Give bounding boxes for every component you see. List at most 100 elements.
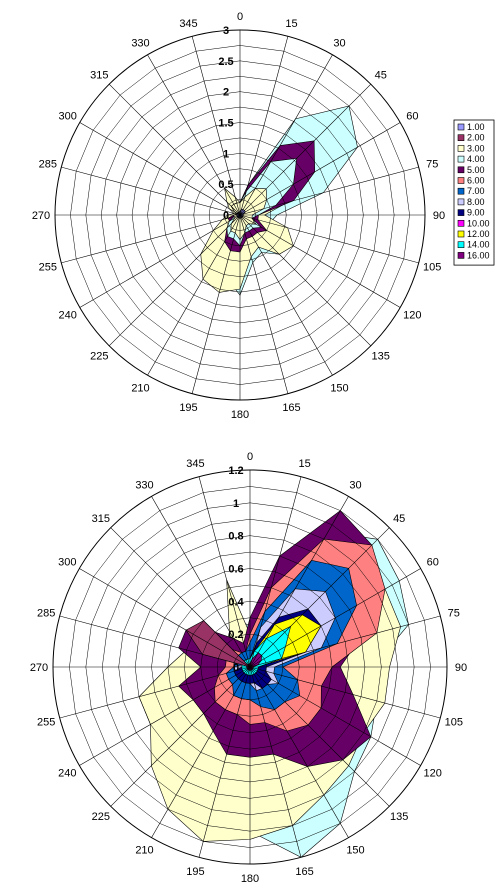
grid-spoke [249,527,390,668]
grid-spoke [79,122,241,216]
grid-spoke [249,568,421,668]
grid-spoke [191,36,241,216]
grid-spoke [239,214,333,376]
grid-spoke [249,496,349,668]
angle-tick-label: 240 [58,310,76,322]
angle-tick-label: 225 [92,811,110,823]
grid-spoke [110,666,251,807]
legend-label: 14.00 [467,240,490,250]
radial-tick-label: 0.5 [218,179,233,191]
legend-swatch [457,198,465,206]
legend-box [453,119,495,266]
angle-tick-label: 165 [282,402,300,414]
angle-tick-label: 180 [241,873,259,885]
legend-label: 8.00 [467,197,485,207]
angle-tick-label: 105 [445,717,463,729]
legend-swatch [457,220,465,227]
grid-spoke [151,666,251,838]
angle-tick-label: 90 [433,210,445,222]
legend-swatch [457,145,465,152]
angle-tick-label: 60 [406,111,418,123]
radial-tick-label: 0 [233,662,239,674]
angle-tick-label: 285 [37,607,55,619]
angle-tick-label: 60 [427,557,439,569]
radar-chart-top: 0153045607590105120135150165180195210225… [32,11,445,421]
angle-tick-label: 15 [285,18,297,30]
grid-spoke [239,214,401,308]
angle-tick-label: 300 [58,111,76,123]
radial-tick-label: 0.6 [228,564,243,576]
angle-tick-label: 195 [179,402,197,414]
legend-label: 12.00 [467,229,490,239]
legend-label: 2.00 [467,133,485,143]
radar-chart-bottom: 0 15 30 45 60 75 90 105 120 135 150 165 180 195 210 225… [30,451,467,885]
legend-swatch [457,209,465,216]
grid-spoke [151,496,251,668]
legend-label: 9.00 [467,208,485,218]
legend-label: 4.00 [467,154,485,164]
legend-swatch [457,155,465,163]
legend-label: 16.00 [467,250,490,260]
grid-spoke [147,54,241,216]
grid-spoke [239,122,401,216]
radial-tick-label: 0.8 [228,531,243,543]
legend-swatch [457,187,465,195]
angle-tick-label: 225 [90,351,108,363]
legend-swatch [457,177,465,184]
legend-swatch [457,241,465,248]
angle-tick-label: 105 [423,262,441,274]
angle-tick-label: 180 [231,409,249,421]
angle-tick-label: 255 [37,717,55,729]
radial-tick-label: 3 [223,25,229,37]
angle-tick-label: 135 [372,351,390,363]
grid-spoke [249,666,421,766]
angle-tick-label: 45 [375,69,387,81]
grid-spoke [239,214,372,347]
angle-tick-label: 240 [58,768,76,780]
angle-tick-label: 45 [393,513,405,525]
radial-tick-label: 1.5 [218,118,233,130]
grid-spoke [79,666,251,766]
angle-tick-label: 135 [390,811,408,823]
radial-tick-label: 0.2 [228,629,243,641]
angle-tick-label: 90 [455,662,467,674]
legend-label: 10.00 [467,218,490,228]
grid-spoke [59,666,251,719]
grid-spoke [249,666,390,807]
grid-spoke [110,527,251,668]
grid-spoke [79,568,251,668]
grid-spoke [239,54,333,216]
grid-spoke [239,214,419,264]
angle-tick-label: 330 [135,479,153,491]
angle-tick-label: 75 [448,607,460,619]
legend-swatch [457,166,465,174]
grid-spoke [79,214,241,308]
grid-spoke [239,166,419,216]
grid-spoke [239,83,372,216]
angle-tick-label: 330 [131,38,149,50]
grid-spoke [61,214,241,264]
angle-tick-label: 285 [39,158,57,170]
legend-label: 5.00 [467,165,485,175]
angle-tick-label: 30 [349,479,361,491]
grid-spoke [249,615,441,668]
grid-spoke [198,476,251,668]
angle-tick-label: 270 [32,210,50,222]
angle-tick-label: 120 [403,310,421,322]
angle-tick-label: 300 [58,557,76,569]
angle-tick-label: 315 [92,513,110,525]
grid-spoke [108,83,241,216]
grid-spoke [61,166,241,216]
grid-spoke [249,666,441,719]
radial-tick-label: 0.4 [228,596,244,608]
angle-tick-label: 150 [330,382,348,394]
legend-swatch [457,252,465,259]
angle-tick-label: 255 [39,262,57,274]
legend-label: 1.00 [467,122,485,132]
grid-spoke [198,666,251,858]
angle-tick-label: 210 [131,382,149,394]
angle-tick-label: 195 [186,866,204,878]
radial-tick-label: 1 [223,148,229,160]
radial-tick-label: 2 [223,87,229,99]
